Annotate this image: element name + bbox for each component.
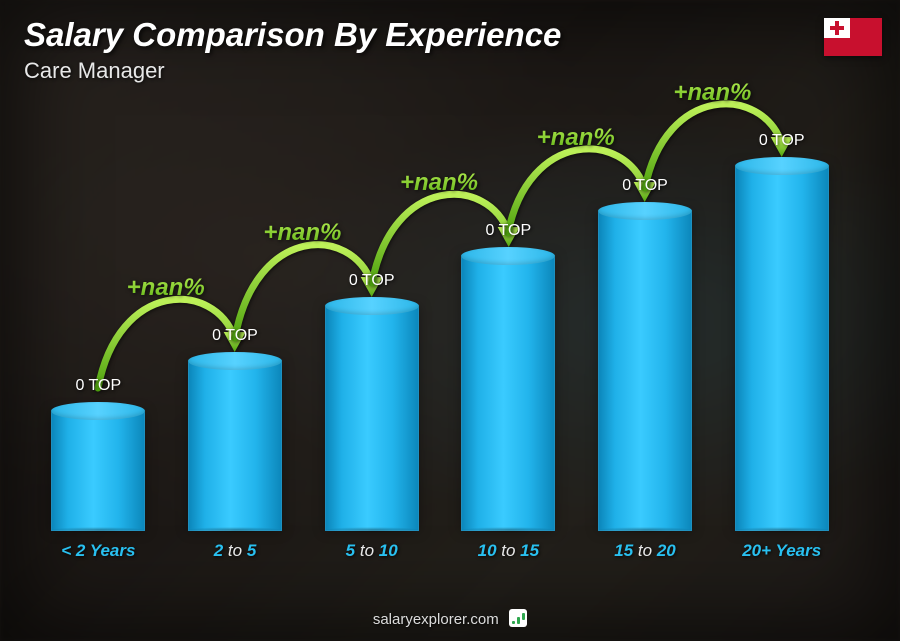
bar-slot: 0 TOP [713, 111, 850, 531]
flag-cross-icon [830, 21, 844, 35]
footer-chart-icon [509, 609, 527, 627]
infographic-container: Salary Comparison By Experience Care Man… [0, 0, 900, 641]
x-axis-label: 5 to 10 [303, 541, 440, 561]
bars-area: 0 TOP 0 TOP 0 TOP 0 TOP 0 TOP 0 TOP [30, 111, 850, 531]
bar: 0 TOP [51, 411, 145, 531]
bar-value-label: 0 TOP [735, 132, 829, 150]
delta-label: +nan% [673, 79, 751, 107]
bar-value-label: 0 TOP [461, 222, 555, 240]
footer: salaryexplorer.com [0, 609, 900, 629]
x-axis-label: 15 to 20 [577, 541, 714, 561]
bar: 0 TOP [188, 361, 282, 531]
x-axis: < 2 Years2 to 55 to 1010 to 1515 to 2020… [30, 541, 850, 561]
x-axis-label: 10 to 15 [440, 541, 577, 561]
bar-value-label: 0 TOP [598, 177, 692, 195]
x-axis-label: < 2 Years [30, 541, 167, 561]
bar-slot: 0 TOP [440, 111, 577, 531]
flag-canton [824, 18, 850, 38]
bar-slot: 0 TOP [303, 111, 440, 531]
bar-slot: 0 TOP [30, 111, 167, 531]
bar-slot: 0 TOP [167, 111, 304, 531]
chart-subtitle: Care Manager [24, 58, 165, 84]
bar: 0 TOP [598, 211, 692, 531]
chart-title: Salary Comparison By Experience [24, 16, 561, 54]
x-axis-label: 20+ Years [713, 541, 850, 561]
footer-text: salaryexplorer.com [373, 611, 499, 628]
country-flag [824, 18, 882, 56]
bar: 0 TOP [735, 166, 829, 531]
bar-chart: +nan%+nan%+nan%+nan%+nan% 0 TOP0 TOP0 TO… [30, 100, 850, 561]
bar: 0 TOP [325, 306, 419, 531]
bar-value-label: 0 TOP [325, 272, 419, 290]
bar: 0 TOP [461, 256, 555, 531]
bar-value-label: 0 TOP [51, 377, 145, 395]
x-axis-label: 2 to 5 [167, 541, 304, 561]
bar-value-label: 0 TOP [188, 327, 282, 345]
bar-slot: 0 TOP [577, 111, 714, 531]
